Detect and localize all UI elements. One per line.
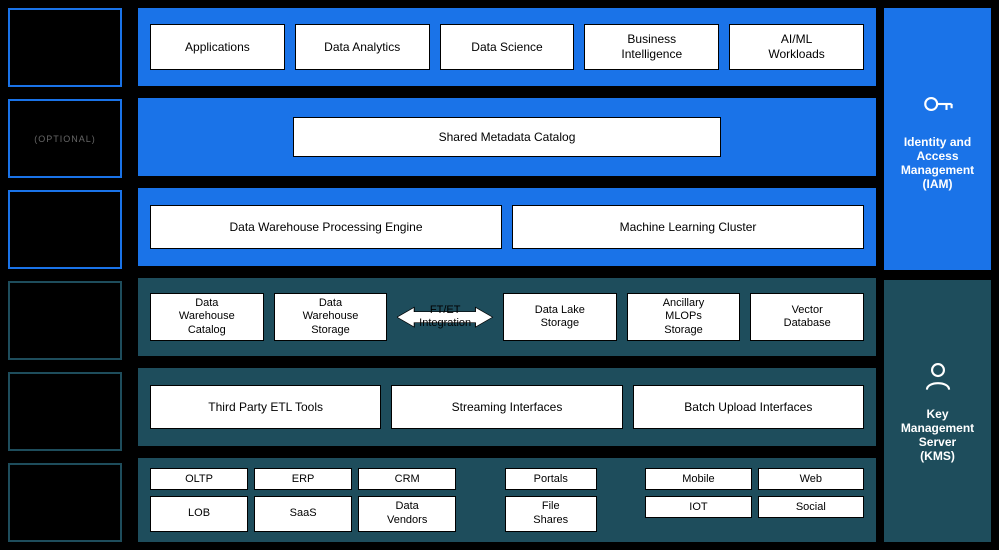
source-group-1: OLTP ERP CRM LOB SaaS DataVendors <box>150 468 456 532</box>
row-ingest-tools: Third Party ETL Tools Streaming Interfac… <box>138 368 876 446</box>
cell-ai-ml-workloads: AI/MLWorkloads <box>729 24 864 70</box>
row-storage-layer: DataWarehouseCatalog DataWarehouseStorag… <box>138 278 876 356</box>
optional-label: (OPTIONAL) <box>34 134 96 144</box>
left-box-5 <box>8 372 122 451</box>
middle-layers-column: Applications Data Analytics Data Science… <box>130 0 884 550</box>
cell-erp: ERP <box>254 468 352 490</box>
iam-label: Identity andAccessManagement(IAM) <box>901 135 974 191</box>
row-metadata-catalog: Shared Metadata Catalog <box>138 98 876 176</box>
cell-social: Social <box>758 496 864 518</box>
cell-mobile: Mobile <box>645 468 751 490</box>
cell-saas: SaaS <box>254 496 352 532</box>
ftet-integration-arrow: FT/ETIntegration <box>397 304 493 330</box>
left-box-3 <box>8 190 122 269</box>
cell-file-shares: FileShares <box>505 496 597 532</box>
cell-web: Web <box>758 468 864 490</box>
user-icon <box>921 359 955 393</box>
cell-streaming-interfaces: Streaming Interfaces <box>391 385 622 429</box>
cell-applications: Applications <box>150 24 285 70</box>
left-box-4 <box>8 281 122 360</box>
cell-data-analytics: Data Analytics <box>295 24 430 70</box>
row-applications: Applications Data Analytics Data Science… <box>138 8 876 86</box>
left-box-1 <box>8 8 122 87</box>
kms-box: KeyManagementServer(KMS) <box>884 280 991 542</box>
iam-box: Identity andAccessManagement(IAM) <box>884 8 991 270</box>
source-group-2: Portals FileShares <box>474 468 627 532</box>
left-box-2-optional: (OPTIONAL) <box>8 99 122 178</box>
cell-portals: Portals <box>505 468 597 490</box>
ftet-label: FT/ETIntegration <box>419 304 471 330</box>
cell-shared-metadata-catalog: Shared Metadata Catalog <box>293 117 721 157</box>
kms-label: KeyManagementServer(KMS) <box>901 407 974 463</box>
row-data-sources: OLTP ERP CRM LOB SaaS DataVendors Portal… <box>138 458 876 542</box>
cell-lob: LOB <box>150 496 248 532</box>
cell-business-intelligence: BusinessIntelligence <box>584 24 719 70</box>
source-group-3: Mobile Web IOT Social <box>645 468 864 532</box>
cell-dw-catalog: DataWarehouseCatalog <box>150 293 264 341</box>
row-processing-engines: Data Warehouse Processing Engine Machine… <box>138 188 876 266</box>
cell-data-vendors: DataVendors <box>358 496 456 532</box>
cell-crm: CRM <box>358 468 456 490</box>
cell-data-lake-storage: Data LakeStorage <box>503 293 617 341</box>
cell-ml-cluster: Machine Learning Cluster <box>512 205 864 249</box>
cell-oltp: OLTP <box>150 468 248 490</box>
cell-ancillary-mlops: AncillaryMLOPsStorage <box>627 293 741 341</box>
left-category-column: (OPTIONAL) <box>0 0 130 550</box>
cell-vector-database: VectorDatabase <box>750 293 864 341</box>
cell-dw-storage: DataWarehouseStorage <box>274 293 388 341</box>
left-box-6 <box>8 463 122 542</box>
key-icon <box>921 87 955 121</box>
cell-batch-upload: Batch Upload Interfaces <box>633 385 864 429</box>
cell-data-science: Data Science <box>440 24 575 70</box>
cell-third-party-etl: Third Party ETL Tools <box>150 385 381 429</box>
right-services-column: Identity andAccessManagement(IAM) KeyMan… <box>884 0 999 550</box>
cell-iot: IOT <box>645 496 751 518</box>
cell-dw-processing-engine: Data Warehouse Processing Engine <box>150 205 502 249</box>
